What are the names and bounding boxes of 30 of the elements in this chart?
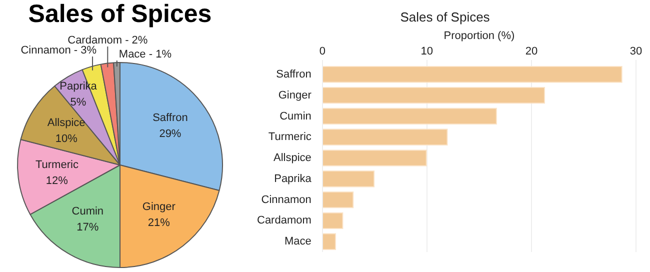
data-label: 17% <box>76 222 99 234</box>
y-tick-label: Mace <box>284 236 312 248</box>
data-label: 21% <box>148 217 170 230</box>
chart-title: Sales of Spices <box>28 0 212 28</box>
data-label: 10% <box>55 132 78 145</box>
x-tick-label: 20 <box>525 45 538 58</box>
slice-label: Ginger <box>142 201 176 214</box>
y-tick-label: Cumin <box>280 110 312 122</box>
slice-label: Cinnamon - 3% <box>20 44 97 57</box>
y-tick-label: Cinnamon <box>261 194 312 206</box>
y-tick-label: Allspice <box>274 152 312 164</box>
y-tick-label: Paprika <box>274 172 312 185</box>
data-label: 12% <box>46 174 68 187</box>
x-tick-label: 30 <box>630 45 642 58</box>
slice-label: Cumin <box>72 206 104 218</box>
data-label: 5% <box>70 96 86 108</box>
y-tick-label: Turmeric <box>268 131 312 144</box>
y-tick-label: Ginger <box>278 89 312 102</box>
slice-label: Mace - 1% <box>118 48 172 61</box>
slice-label: Allspice <box>47 116 86 129</box>
slice-label: Turmeric <box>35 158 79 171</box>
x-tick-label: 10 <box>420 45 434 58</box>
data-label: 29% <box>159 128 182 140</box>
slice-label: Saffron <box>152 112 188 124</box>
chart-title: Sales of Spices <box>400 9 490 24</box>
slice-label: Cardamom - 2% <box>68 34 148 47</box>
y-tick-label: Cardamom <box>257 214 312 227</box>
x-tick-label: 0 <box>319 45 326 58</box>
x-axis-title: Proportion (%) <box>444 30 515 42</box>
y-tick-label: Saffron <box>276 68 312 80</box>
